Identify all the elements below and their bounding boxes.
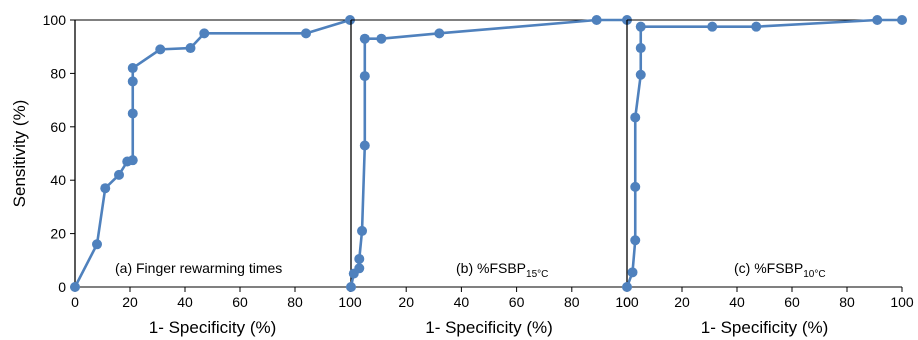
panel-0-point-1 bbox=[92, 239, 102, 250]
panel-0-point-6 bbox=[127, 108, 138, 119]
panel-0-x-tick-label-100: 100 bbox=[338, 294, 362, 310]
panel-0-point-5 bbox=[127, 155, 138, 166]
panel-2-x-tick-label-40: 40 bbox=[729, 294, 745, 310]
panel-2-point-3 bbox=[630, 181, 641, 192]
panel-1-point-6 bbox=[359, 71, 370, 82]
panel-1-point-2 bbox=[354, 263, 365, 274]
panel-2-annotation-subscript: 10°C bbox=[803, 269, 825, 280]
panel-1-point-8 bbox=[376, 33, 387, 44]
panel-0-annotation: (a) Finger rewarming times bbox=[115, 260, 282, 276]
panel-0-y-axis-label: Sensitivity (%) bbox=[10, 100, 29, 208]
panel-1-point-5 bbox=[359, 140, 370, 151]
panel-2-point-0 bbox=[622, 282, 632, 292]
panel-2-point-2 bbox=[630, 235, 641, 246]
panel-1-annotation: (b) %FSBP15°C bbox=[456, 260, 548, 280]
panel-1-x-tick-label-80: 80 bbox=[564, 294, 580, 310]
panel-2-x-axis-label: 1- Specificity (%) bbox=[701, 318, 829, 337]
panel-0-x-axis-label: 1- Specificity (%) bbox=[149, 318, 277, 337]
panel-2-series-line bbox=[625, 18, 902, 288]
panel-0-point-7 bbox=[127, 76, 138, 87]
panel-2-x-tick-label-20: 20 bbox=[674, 294, 690, 310]
panel-1-point-7 bbox=[359, 33, 370, 44]
panel-2-x-tick-label-0: 0 bbox=[623, 294, 631, 310]
panel-1-point-9 bbox=[434, 28, 445, 39]
panel-2-annotation: (c) %FSBP10°C bbox=[734, 260, 826, 280]
panel-0-point-2 bbox=[100, 183, 111, 194]
panel-0-point-11 bbox=[199, 28, 210, 39]
panel-0-point-8 bbox=[127, 63, 138, 74]
panel-2-point-6 bbox=[635, 43, 646, 54]
panel-0-series-line bbox=[73, 18, 351, 288]
panel-0-point-9 bbox=[155, 44, 166, 55]
panel-0-y-tick-label-60: 60 bbox=[50, 119, 66, 135]
panel-0-y-tick-label-40: 40 bbox=[50, 172, 66, 188]
panel-0-x-tick-label-60: 60 bbox=[232, 294, 248, 310]
panel-0-x-tick-label-20: 20 bbox=[122, 294, 138, 310]
panel-1-point-4 bbox=[357, 225, 368, 236]
panel-1-x-tick-label-20: 20 bbox=[398, 294, 414, 310]
panel-0-y-tick-label-20: 20 bbox=[50, 226, 66, 242]
panel-0-point-10 bbox=[185, 43, 196, 54]
panel-0-x-tick-label-0: 0 bbox=[71, 294, 79, 310]
panel-2-x-tick-label-60: 60 bbox=[784, 294, 800, 310]
panel-2-point-7 bbox=[635, 21, 646, 32]
panel-2-point-9 bbox=[751, 21, 762, 32]
panel-2-point-10 bbox=[872, 15, 883, 25]
panel-0-point-0 bbox=[70, 282, 80, 292]
panel-1-x-tick-label-40: 40 bbox=[454, 294, 470, 310]
panel-0-y-tick-label-80: 80 bbox=[50, 65, 66, 81]
panel-0-x-tick-label-40: 40 bbox=[177, 294, 193, 310]
panel-2-point-8 bbox=[707, 21, 718, 32]
panel-2-point-1 bbox=[627, 267, 638, 278]
panel-0-point-12 bbox=[301, 28, 311, 39]
panel-2-point-4 bbox=[630, 112, 641, 123]
panel-1-annotation-subscript: 15°C bbox=[526, 269, 548, 280]
panel-0-x-tick-label-80: 80 bbox=[287, 294, 303, 310]
panel-0-point-13 bbox=[345, 15, 355, 25]
panel-1-point-0 bbox=[346, 282, 356, 292]
panel-2-x-tick-label-80: 80 bbox=[839, 294, 855, 310]
panel-1-point-10 bbox=[591, 15, 602, 25]
panel-1-x-tick-label-60: 60 bbox=[509, 294, 525, 310]
panel-1-point-3 bbox=[354, 253, 365, 264]
panel-0-point-3 bbox=[114, 169, 124, 180]
panel-0-y-tick-label-100: 100 bbox=[43, 12, 67, 28]
panel-0-y-tick-label-0: 0 bbox=[58, 279, 66, 295]
panel-1-x-tick-label-100: 100 bbox=[615, 294, 639, 310]
panel-1-series-line bbox=[349, 18, 627, 288]
panel-2-point-11 bbox=[897, 15, 907, 25]
panel-2-point-5 bbox=[635, 69, 646, 80]
panel-1-x-axis-label: 1- Specificity (%) bbox=[425, 318, 553, 337]
panel-2-x-tick-label-100: 100 bbox=[890, 294, 914, 310]
